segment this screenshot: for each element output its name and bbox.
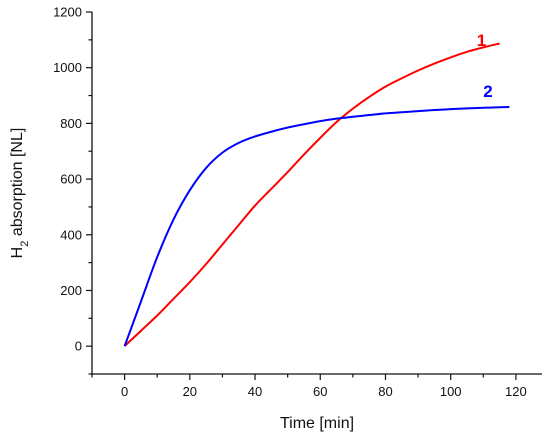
y-axis-title: H2 absorption [NL] xyxy=(9,128,31,259)
x-tick-label: 80 xyxy=(378,384,392,399)
x-tick-label: 0 xyxy=(121,384,128,399)
x-ticks: 0 20 40 60 80 100 120 xyxy=(91,374,527,399)
y-tick-label: 800 xyxy=(60,116,82,131)
y-ticks: 0 200 400 600 800 1000 1200 xyxy=(53,5,92,375)
y-tick-label: 200 xyxy=(60,283,82,298)
series-2-line xyxy=(123,105,510,347)
series-1-label: 1 xyxy=(477,31,486,50)
series-layer: 12 xyxy=(123,31,510,347)
x-tick-label: 60 xyxy=(313,384,327,399)
y-tick-label: 1200 xyxy=(53,5,82,20)
series-2-label: 2 xyxy=(483,82,492,101)
x-tick-label: 40 xyxy=(248,384,262,399)
y-tick-label: 0 xyxy=(75,339,82,354)
x-axis-title: Time [min] xyxy=(280,415,354,432)
y-axis-title-rest: absorption [NL] xyxy=(9,128,26,241)
y-tick-label: 400 xyxy=(60,227,82,242)
x-tick-label: 120 xyxy=(505,384,527,399)
y-axis-title-main: H xyxy=(9,247,26,259)
series-1-line xyxy=(123,42,500,347)
x-tick-label: 100 xyxy=(440,384,462,399)
y-axis-title-sub: 2 xyxy=(19,241,31,247)
x-tick-label: 20 xyxy=(183,384,197,399)
axes xyxy=(91,12,542,375)
y-tick-label: 600 xyxy=(60,172,82,187)
y-tick-label: 1000 xyxy=(53,60,82,75)
